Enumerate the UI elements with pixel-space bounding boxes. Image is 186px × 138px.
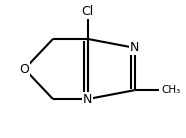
Text: Cl: Cl (82, 5, 94, 18)
Text: CH₃: CH₃ (161, 85, 180, 95)
Text: N: N (83, 93, 92, 106)
Text: N: N (130, 41, 139, 54)
Text: O: O (20, 63, 29, 75)
